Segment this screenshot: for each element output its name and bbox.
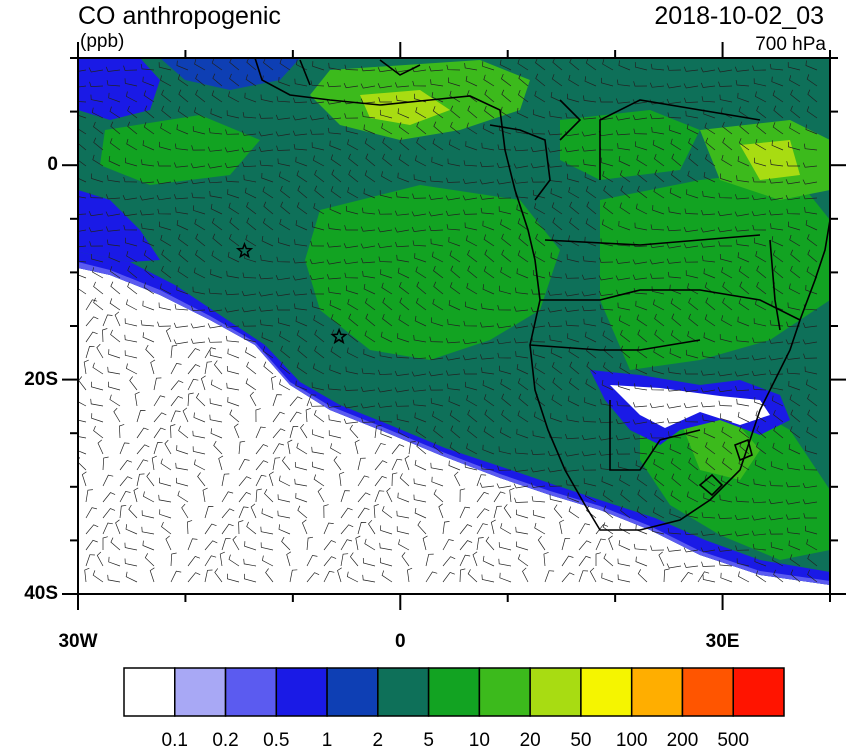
colorbar-swatch bbox=[427, 667, 481, 717]
colorbar-label: 0.1 bbox=[161, 730, 188, 751]
colorbar-label: 20 bbox=[519, 730, 541, 751]
colorbar-label: 5 bbox=[423, 730, 434, 751]
colorbar-swatch bbox=[580, 667, 633, 717]
colorbar-label: 0.5 bbox=[263, 730, 290, 751]
x-tick-label: 0 bbox=[394, 631, 406, 652]
colorbar-swatch bbox=[123, 667, 176, 717]
pressure-level-label: 700 hPa bbox=[755, 34, 826, 55]
colorbar-label: 2 bbox=[372, 730, 384, 751]
colorbar-swatch bbox=[478, 667, 531, 717]
y-tick-label: 20S bbox=[24, 368, 58, 390]
datetime-label: 2018-10-02_03 bbox=[654, 2, 824, 30]
units-label: (ppb) bbox=[80, 31, 125, 52]
colorbar-swatch bbox=[326, 667, 379, 717]
observation-markers bbox=[235, 241, 348, 345]
colorbar-label: 100 bbox=[615, 730, 648, 751]
colorbar-swatch bbox=[174, 667, 227, 717]
colorbar-swatch bbox=[377, 667, 430, 717]
colorbar-swatch bbox=[224, 667, 278, 717]
x-tick-label: 30E bbox=[705, 631, 740, 652]
axis-ticks bbox=[62, 42, 846, 610]
x-tick-label: 30W bbox=[58, 631, 98, 652]
colorbar-label: 0.2 bbox=[212, 730, 239, 751]
map-title: CO anthropogenic bbox=[78, 2, 281, 30]
colorbar-swatch bbox=[529, 667, 582, 717]
colorbar-label: 500 bbox=[717, 730, 750, 751]
colorbar-swatch bbox=[275, 667, 328, 717]
colorbar-swatch bbox=[732, 667, 785, 717]
coastline bbox=[254, 58, 830, 531]
colorbar-swatch bbox=[681, 667, 734, 717]
y-tick-label: 0 bbox=[47, 154, 58, 176]
wind-barbs bbox=[78, 58, 818, 583]
star-marker bbox=[330, 327, 348, 345]
star-marker bbox=[235, 241, 254, 259]
colorbar-label: 200 bbox=[666, 730, 699, 751]
colorbar-label: 50 bbox=[570, 730, 592, 751]
colorbar-label: 1 bbox=[321, 730, 333, 751]
colorbar-swatch bbox=[630, 667, 684, 717]
y-tick-label: 40S bbox=[24, 583, 58, 604]
colorbar-label: 10 bbox=[468, 730, 490, 751]
